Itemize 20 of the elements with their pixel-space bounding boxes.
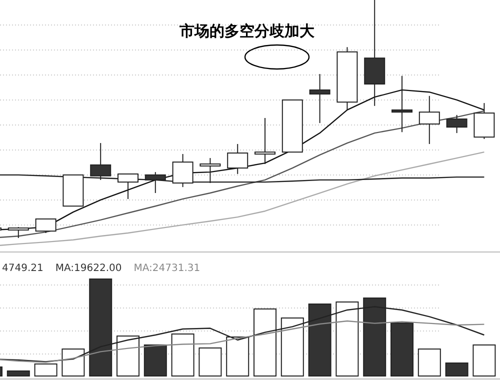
candlestick — [254, 118, 276, 164]
text: MA:24731.31 — [134, 263, 200, 274]
bar — [472, 344, 496, 376]
bar — [418, 348, 441, 376]
bar — [198, 347, 222, 376]
bar — [6, 370, 30, 376]
candlestick — [35, 218, 56, 234]
candlestick — [418, 95, 440, 144]
candlestick — [446, 114, 468, 134]
candlestick — [227, 143, 248, 174]
candlestick — [309, 74, 330, 124]
text: 4749.21 — [2, 263, 44, 274]
bar — [144, 344, 167, 376]
bar — [390, 322, 414, 376]
bar — [34, 363, 58, 376]
candlestick — [392, 75, 412, 133]
text: MA:19622.00 — [55, 263, 122, 274]
bar — [445, 362, 468, 376]
text: 市场的多空分歧加大 — [178, 22, 316, 40]
candlestick — [8, 226, 29, 238]
